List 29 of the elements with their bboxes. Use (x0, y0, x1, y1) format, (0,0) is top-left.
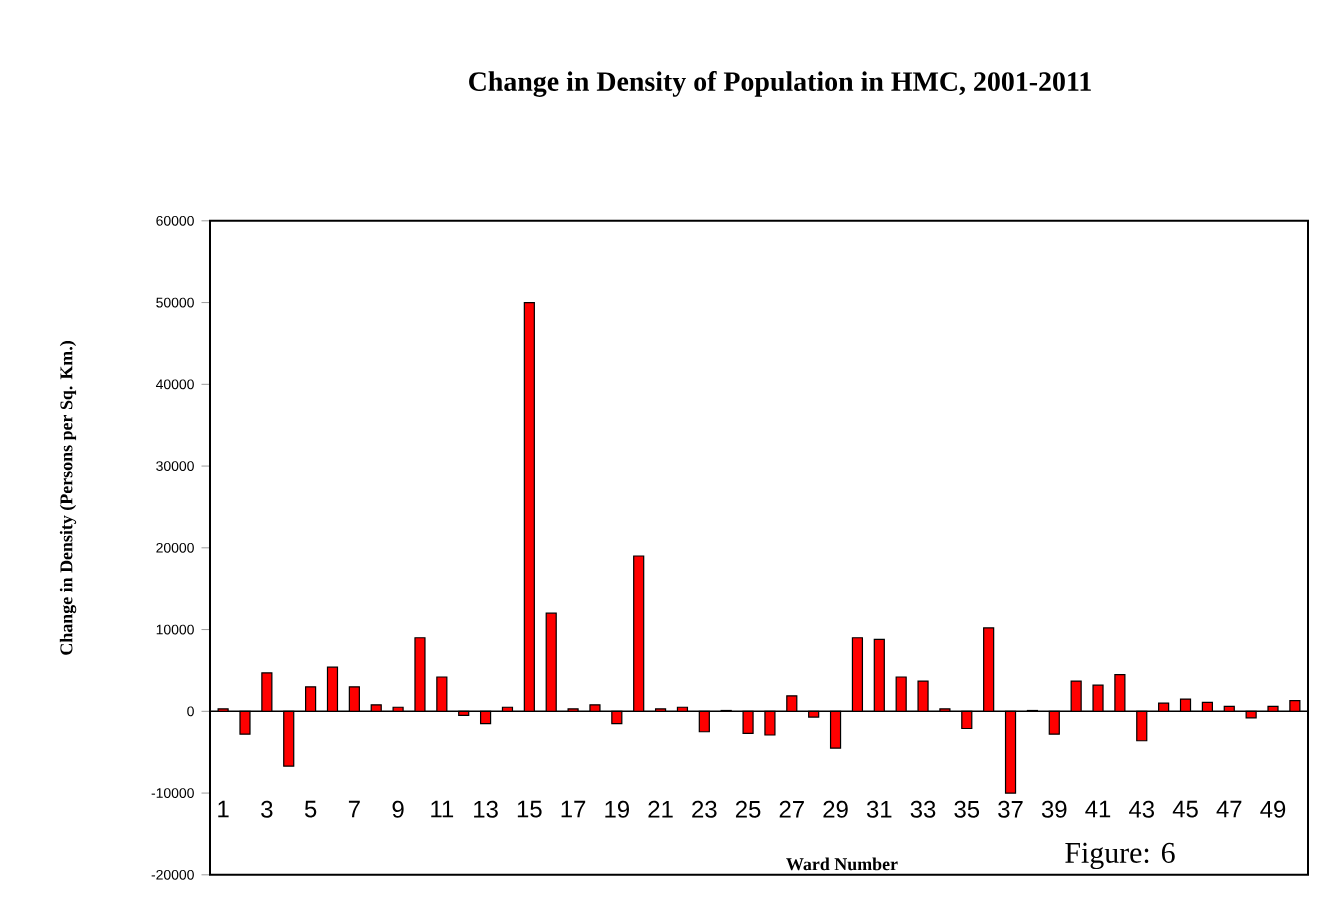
x-tick-label: 47 (1216, 800, 1242, 818)
x-tick-label: 49 (1260, 800, 1286, 818)
y-axis-title: Change in Density (Persons per Sq. Km.) (59, 341, 77, 655)
x-tick-label: 31 (866, 800, 892, 818)
x-tick-label: 41 (1085, 800, 1111, 818)
x-tick-label: 27 (779, 800, 804, 818)
x-tick-label: 35 (954, 800, 980, 818)
x-tick-label: 17 (561, 800, 586, 818)
x-tick-label: 13 (474, 800, 498, 818)
x-tick-label: 25 (735, 800, 761, 818)
x-tick-label: 19 (605, 800, 629, 818)
x-tick-label: 21 (648, 800, 673, 818)
x-tick-label: 29 (823, 800, 848, 818)
x-tick-label: 9 (392, 800, 404, 818)
x-tick-label: 37 (998, 800, 1023, 818)
x-tick-label: 43 (1129, 800, 1155, 818)
x-tick-label: 7 (348, 800, 360, 818)
annotation: Figure: 6 (1065, 842, 1175, 870)
chart-title: Change in Density of Population in HMC, 2001-2011 (469, 71, 1091, 97)
x-tick-label: 15 (517, 800, 542, 818)
x-tick-label: 1 (218, 800, 229, 818)
x-tick-label: 5 (304, 800, 317, 818)
x-tick-label: 33 (910, 800, 936, 818)
x-tick-label: 3 (261, 800, 273, 818)
x-tick-label: 11 (431, 800, 454, 818)
x-tick-label: 39 (1041, 800, 1067, 818)
x-axis-title: Ward Number (786, 857, 898, 871)
x-tick-label: 45 (1172, 800, 1198, 818)
x-tick-label: 23 (692, 800, 717, 818)
